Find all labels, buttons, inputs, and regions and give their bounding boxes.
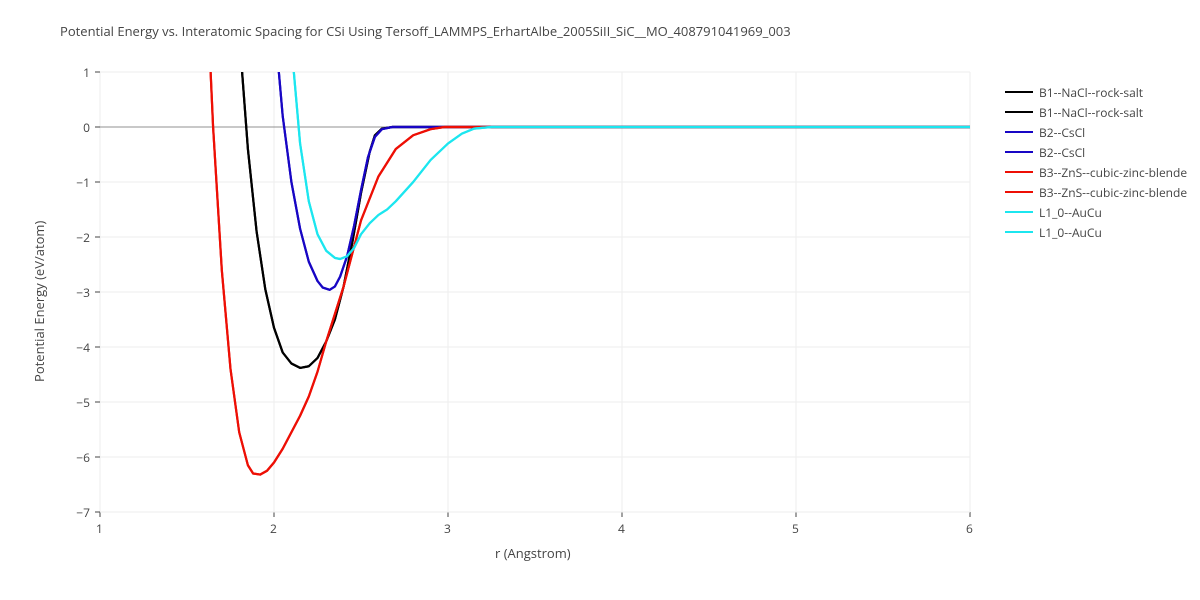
series-line[interactable] — [257, 0, 970, 290]
legend-swatch — [1005, 151, 1033, 154]
x-axis-label: r (Angstrom) — [495, 544, 571, 562]
series-line[interactable] — [257, 0, 970, 290]
legend-label: B1--NaCl--rock-salt — [1039, 84, 1143, 101]
legend-swatch — [1005, 191, 1033, 194]
x-tick-label: 4 — [618, 520, 625, 537]
y-tick-label: −4 — [76, 339, 90, 356]
legend-item[interactable]: L1_0--AuCu — [1005, 222, 1187, 242]
legend-item[interactable]: L1_0--AuCu — [1005, 202, 1187, 222]
y-tick-label: −5 — [76, 394, 90, 411]
x-tick-label: 6 — [966, 520, 973, 537]
x-tick-label: 2 — [270, 520, 277, 537]
y-tick-label: 0 — [83, 119, 90, 136]
legend-item[interactable]: B3--ZnS--cubic-zinc-blende — [1005, 162, 1187, 182]
legend-item[interactable]: B2--CsCl — [1005, 122, 1187, 142]
legend-swatch — [1005, 131, 1033, 134]
legend-label: B3--ZnS--cubic-zinc-blende — [1039, 164, 1187, 181]
y-tick-label: 1 — [83, 64, 90, 81]
series-line[interactable] — [222, 0, 970, 368]
legend-label: B1--NaCl--rock-salt — [1039, 104, 1143, 121]
legend-swatch — [1005, 91, 1033, 94]
x-tick-label: 3 — [444, 520, 451, 537]
plot-area[interactable] — [100, 72, 970, 512]
y-tick-label: −6 — [76, 449, 90, 466]
legend-label: L1_0--AuCu — [1039, 224, 1102, 241]
x-tick-label: 1 — [96, 520, 103, 537]
legend-swatch — [1005, 231, 1033, 234]
legend-item[interactable]: B3--ZnS--cubic-zinc-blende — [1005, 182, 1187, 202]
legend-label: B2--CsCl — [1039, 144, 1085, 161]
y-tick-label: −3 — [76, 284, 90, 301]
legend-swatch — [1005, 211, 1033, 214]
x-tick-label: 5 — [792, 520, 799, 537]
legend: B1--NaCl--rock-salt B1--NaCl--rock-salt B2… — [1005, 82, 1187, 242]
legend-item[interactable]: B1--NaCl--rock-salt — [1005, 102, 1187, 122]
y-axis-label: Potential Energy (eV/atom) — [30, 221, 48, 382]
chart-title: Potential Energy vs. Interatomic Spacing… — [60, 22, 791, 40]
y-tick-label: −2 — [76, 229, 90, 246]
legend-item[interactable]: B1--NaCl--rock-salt — [1005, 82, 1187, 102]
legend-swatch — [1005, 111, 1033, 114]
series-line[interactable] — [222, 0, 970, 368]
legend-label: B2--CsCl — [1039, 124, 1085, 141]
legend-label: L1_0--AuCu — [1039, 204, 1102, 221]
legend-swatch — [1005, 171, 1033, 174]
y-tick-label: −1 — [76, 174, 90, 191]
legend-item[interactable]: B2--CsCl — [1005, 142, 1187, 162]
legend-label: B3--ZnS--cubic-zinc-blende — [1039, 184, 1187, 201]
y-tick-label: −7 — [76, 504, 90, 521]
